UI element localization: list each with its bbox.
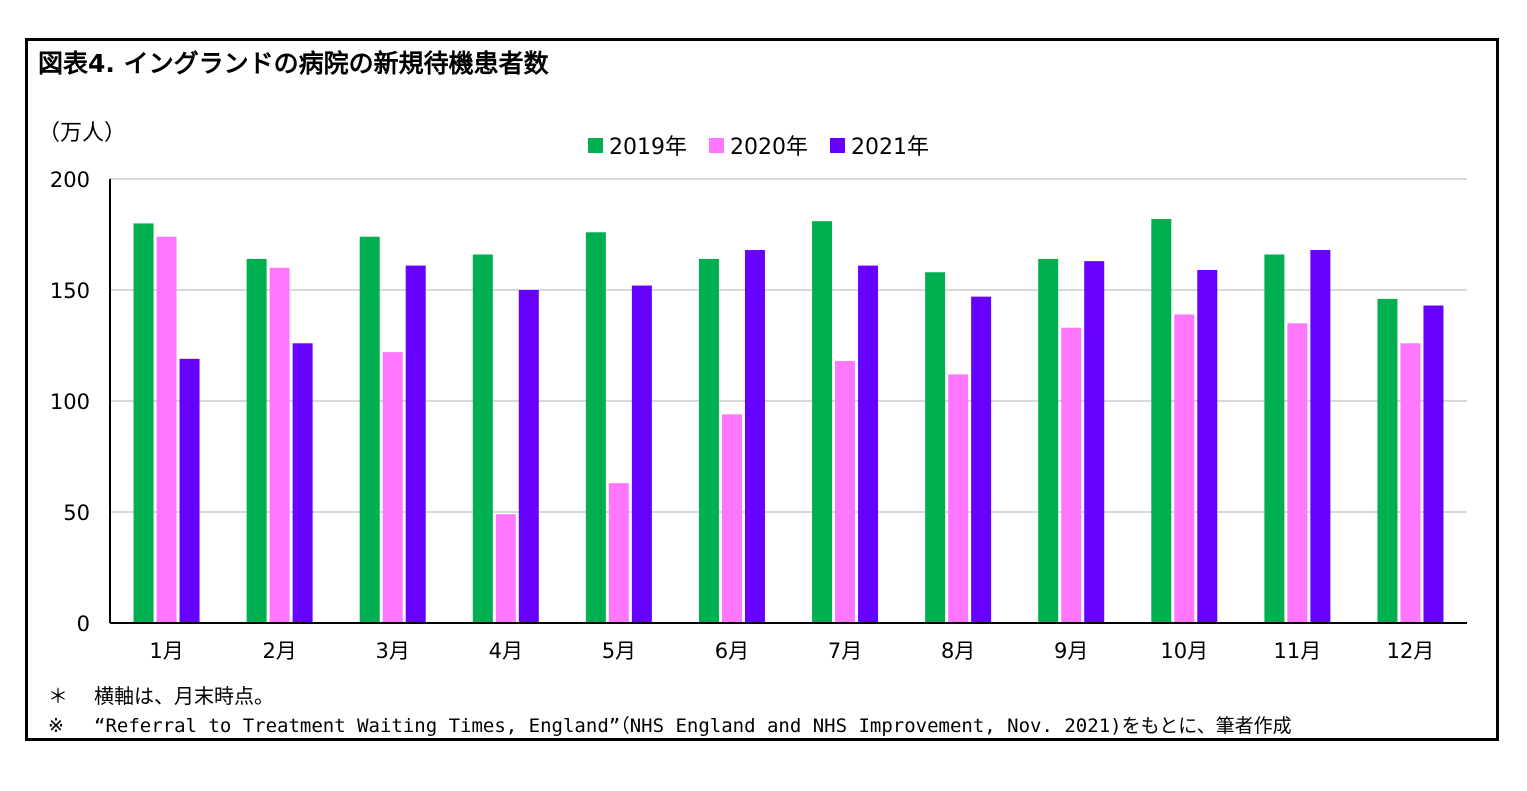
bar-2020年-12月 <box>1400 343 1421 623</box>
bar-2021年-6月 <box>744 250 765 624</box>
bar-2019年-3月 <box>359 236 380 623</box>
x-tick-label-1: 1月 <box>149 639 183 663</box>
y-tick-label-0: 0 <box>77 612 90 636</box>
bar-2020年-2月 <box>269 267 290 623</box>
bar-2021年-4月 <box>518 290 539 623</box>
bar-2020年-9月 <box>1061 327 1082 623</box>
legend-label-2019: 2019年 <box>609 135 687 160</box>
legend-label-2020: 2020年 <box>730 135 808 160</box>
x-tick-label-6: 6月 <box>715 639 749 663</box>
bar-2019年-12月 <box>1377 298 1398 623</box>
bar-2019年-11月 <box>1264 254 1285 624</box>
bar-2020年-6月 <box>721 414 742 623</box>
bar-2021年-2月 <box>292 343 313 623</box>
chart-title: 図表4. イングランドの病院の新規待機患者数 <box>38 49 549 78</box>
x-tick-label-4: 4月 <box>489 639 523 663</box>
bar-2021年-1月 <box>179 358 200 623</box>
bar-2019年-4月 <box>472 254 493 624</box>
legend-swatch-2020 <box>709 137 724 153</box>
footnote-axis-text: 横軸は、月末時点。 <box>94 684 274 708</box>
bar-2021年-9月 <box>1084 261 1105 623</box>
y-axis-unit-label: （万人） <box>38 121 127 146</box>
x-tick-label-2: 2月 <box>262 639 296 663</box>
x-tick-label-12: 12月 <box>1387 639 1435 663</box>
legend-item-2021: 2021年 <box>830 129 929 161</box>
footnote-asterisk: ＊ <box>48 684 68 708</box>
footnote-axis: ＊ 横軸は、月末時点。 <box>48 680 274 709</box>
bar-2019年-8月 <box>925 272 946 623</box>
bar-2020年-3月 <box>382 352 403 623</box>
legend-label-2021: 2021年 <box>851 135 929 160</box>
bar-2021年-8月 <box>971 296 992 623</box>
bar-2020年-10月 <box>1174 314 1195 623</box>
bar-2021年-12月 <box>1423 305 1444 623</box>
x-tick-label-3: 3月 <box>376 639 410 663</box>
bar-2020年-8月 <box>948 374 969 623</box>
bar-2021年-3月 <box>405 265 426 623</box>
legend-swatch-2021 <box>830 137 845 153</box>
x-tick-label-9: 9月 <box>1054 639 1088 663</box>
footnote-source: ※ “Referral to Treatment Waiting Times, E… <box>48 711 1292 738</box>
x-tick-label-8: 8月 <box>941 639 975 663</box>
bar-2021年-5月 <box>631 285 652 623</box>
footnote-reference-mark: ※ <box>48 715 64 737</box>
x-tick-label-10: 10月 <box>1160 639 1208 663</box>
bar-2020年-4月 <box>495 514 516 623</box>
bar-2021年-10月 <box>1197 270 1218 623</box>
y-tick-label-50: 50 <box>63 501 90 525</box>
footnote-source-text: “Referral to Treatment Waiting Times, En… <box>94 715 1292 737</box>
bar-2019年-7月 <box>812 221 833 623</box>
y-tick-label-150: 150 <box>50 279 90 303</box>
bar-2019年-5月 <box>585 232 606 623</box>
bar-2019年-6月 <box>698 258 719 623</box>
chart-legend: 2019年 2020年 2021年 <box>588 130 951 160</box>
bar-2019年-9月 <box>1038 258 1059 623</box>
bar-2020年-7月 <box>835 361 856 623</box>
bar-2019年-2月 <box>246 258 267 623</box>
y-tick-label-200: 200 <box>50 168 90 192</box>
bar-2020年-5月 <box>608 483 629 623</box>
x-tick-label-11: 11月 <box>1274 639 1322 663</box>
bar-2021年-11月 <box>1310 250 1331 624</box>
legend-item-2020: 2020年 <box>709 129 808 161</box>
bar-2021年-7月 <box>858 265 879 623</box>
y-tick-label-100: 100 <box>50 390 90 414</box>
legend-item-2019: 2019年 <box>588 129 687 161</box>
bar-2020年-11月 <box>1287 323 1308 623</box>
chart-frame <box>25 38 1499 741</box>
legend-swatch-2019 <box>588 137 603 153</box>
bar-2020年-1月 <box>156 236 177 623</box>
bar-2019年-1月 <box>133 223 154 623</box>
bar-2019年-10月 <box>1151 218 1172 623</box>
x-tick-label-5: 5月 <box>602 639 636 663</box>
x-tick-label-7: 7月 <box>828 639 862 663</box>
